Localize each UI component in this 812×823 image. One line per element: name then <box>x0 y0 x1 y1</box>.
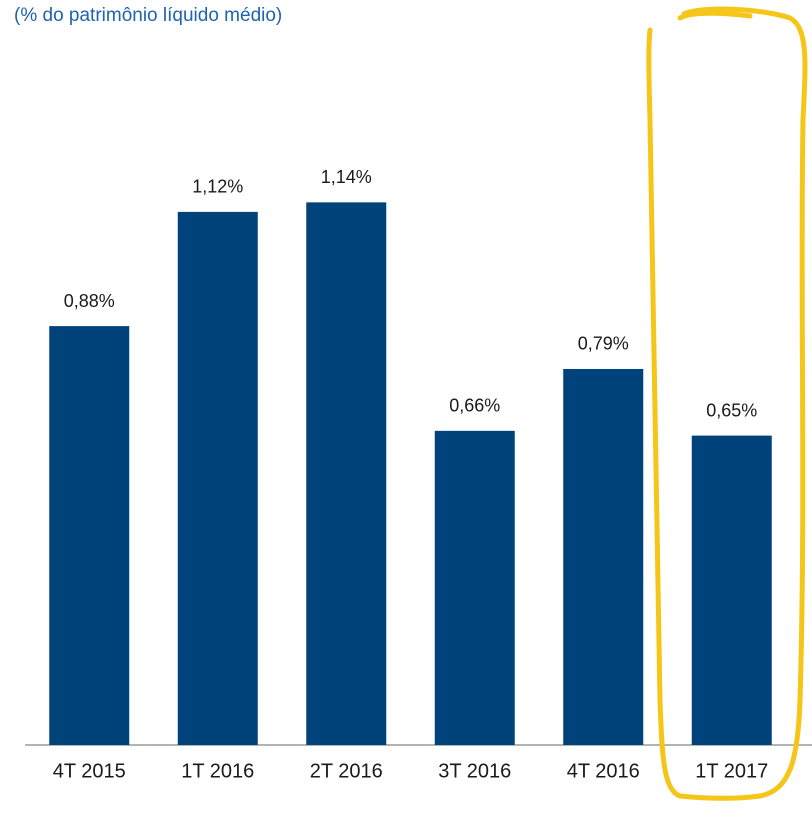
value-label: 0,65% <box>706 400 757 420</box>
x-tick-label: 4T 2015 <box>53 760 126 782</box>
bar <box>177 211 258 745</box>
bar <box>434 430 515 745</box>
bar <box>306 202 387 746</box>
bar <box>49 326 130 745</box>
x-tick-label: 1T 2016 <box>181 760 254 782</box>
x-tick-label: 3T 2016 <box>438 760 511 782</box>
value-label: 0,88% <box>64 291 115 311</box>
value-label: 0,66% <box>449 396 500 416</box>
value-label: 0,79% <box>578 334 629 354</box>
value-label: 1,12% <box>192 177 243 197</box>
highlight-loop <box>646 6 808 801</box>
x-tick-label: 4T 2016 <box>567 760 640 782</box>
x-tick-label: 1T 2017 <box>695 760 768 782</box>
bar <box>563 368 644 745</box>
value-label: 1,14% <box>321 167 372 187</box>
bar <box>691 435 772 745</box>
chart-subtitle: (% do patrimônio líquido médio) <box>14 5 282 26</box>
x-tick-label: 2T 2016 <box>310 760 383 782</box>
